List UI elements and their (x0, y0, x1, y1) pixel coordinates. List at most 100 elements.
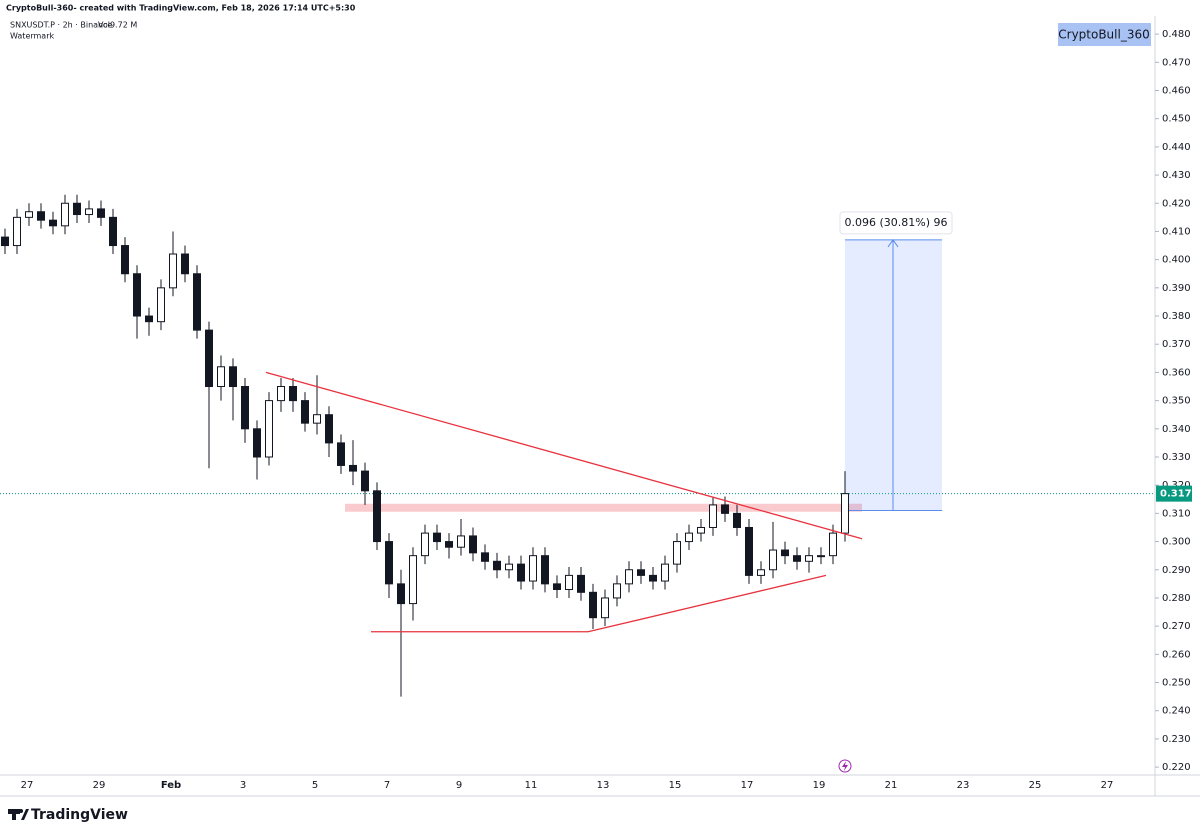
candle-body (121, 245, 129, 275)
candle-body (145, 315, 153, 323)
x-tick-label: 19 (813, 780, 826, 791)
y-tick-label: 0.360 (1162, 367, 1191, 378)
candle-body (1, 236, 9, 247)
candle-body (745, 526, 753, 576)
volume: Vol9.72 M (98, 21, 137, 30)
candle-body (277, 386, 285, 402)
candle-body (457, 535, 465, 548)
candle-body (553, 583, 561, 590)
y-tick-label: 0.300 (1162, 537, 1191, 548)
candle-body (565, 574, 573, 590)
x-tick-label: 17 (741, 780, 754, 791)
candle-body (397, 583, 405, 605)
y-tick-label: 0.310 (1162, 508, 1191, 519)
x-tick-label: 21 (885, 780, 898, 791)
candle-body (841, 493, 849, 534)
candle-body (109, 216, 117, 247)
y-tick-label: 0.470 (1162, 57, 1191, 68)
candle-body (409, 555, 417, 605)
candle-body (13, 216, 21, 247)
x-tick-label: 11 (525, 780, 538, 791)
candle-body (49, 219, 57, 227)
candle-body (541, 555, 549, 585)
candle-body (709, 504, 717, 528)
candle-body (157, 287, 165, 323)
y-tick-label: 0.260 (1162, 649, 1191, 660)
footer (0, 796, 1200, 833)
candle-body (661, 563, 669, 582)
candle-body (505, 563, 513, 571)
y-tick-label: 0.380 (1162, 311, 1191, 322)
y-tick-label: 0.460 (1162, 85, 1191, 96)
caption: CryptoBull-360- created with TradingView… (6, 4, 356, 13)
candle-body (577, 574, 585, 593)
candle-body (685, 532, 693, 543)
watermark: CryptoBull_360 (1058, 28, 1150, 42)
y-tick-label: 0.410 (1162, 226, 1191, 237)
x-tick-label: 7 (384, 780, 390, 791)
candle-body (241, 386, 249, 430)
candle-body (721, 504, 729, 514)
candle-body (589, 591, 597, 619)
measure-arrow-head (887, 239, 899, 248)
y-tick-label: 0.330 (1162, 452, 1191, 463)
candle-body (649, 574, 657, 582)
study: Watermark (10, 32, 54, 41)
lower-trendline (371, 574, 827, 633)
candle-body (469, 535, 477, 554)
x-tick-label: 13 (597, 780, 610, 791)
candle-body (229, 366, 237, 388)
x-tick-label: 3 (240, 780, 246, 791)
candle-body (85, 208, 93, 216)
candle-body (493, 560, 501, 571)
flash-icon (838, 759, 852, 773)
x-tick-label: 29 (93, 780, 106, 791)
x-tick-label: 25 (1029, 780, 1042, 791)
candle-body (313, 414, 321, 424)
y-tick-label: 0.420 (1162, 198, 1191, 209)
x-tick-label: 9 (456, 780, 462, 791)
candle-body (445, 541, 453, 548)
candle-body (733, 512, 741, 528)
candle-body (673, 541, 681, 565)
y-tick-label: 0.430 (1162, 170, 1191, 181)
candle-body (817, 555, 825, 558)
y-tick-label: 0.290 (1162, 565, 1191, 576)
y-tick-label: 0.350 (1162, 396, 1191, 407)
candle-body (337, 442, 345, 466)
y-tick-label: 0.240 (1162, 706, 1191, 717)
resistance-zone (345, 503, 862, 512)
brand-logo (8, 809, 29, 820)
candle-body (289, 386, 297, 402)
y-tick-label: 0.340 (1162, 424, 1191, 435)
candle-body (433, 532, 441, 543)
y-tick-label: 0.220 (1162, 762, 1191, 773)
x-tick-label: 15 (669, 780, 682, 791)
last-price-box (1156, 485, 1192, 502)
candle-body (61, 202, 69, 227)
candle-body (781, 549, 789, 557)
x-tick-label: 5 (312, 780, 318, 791)
candle-body (481, 552, 489, 562)
y-tick-label: 0.280 (1162, 593, 1191, 604)
candle-body (25, 211, 33, 218)
candle-body (385, 541, 393, 585)
candle-body (529, 555, 537, 582)
candle-body (373, 490, 381, 543)
candle-body (601, 597, 609, 619)
y-tick-label: 0.270 (1162, 621, 1191, 632)
candle-body (361, 470, 369, 492)
candle-body (625, 569, 633, 585)
x-tick-label: 23 (957, 780, 970, 791)
y-tick-label: 0.450 (1162, 114, 1191, 125)
candle-body (217, 366, 225, 388)
candle-body (613, 583, 621, 599)
measure-label: 0.096 (30.81%) 96 (844, 216, 947, 229)
candle-body (181, 253, 189, 275)
y-tick-label: 0.440 (1162, 142, 1191, 153)
last-price-label: 0.317 (1160, 489, 1192, 500)
candle-body (793, 555, 801, 562)
y-tick-label: 0.370 (1162, 339, 1191, 350)
